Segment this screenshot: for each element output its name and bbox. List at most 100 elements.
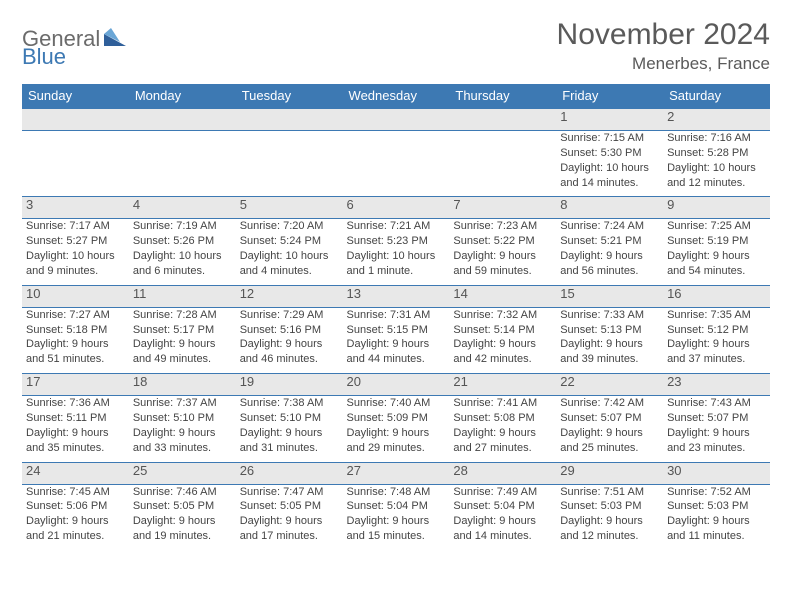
day-number-cell: 22 [556, 374, 663, 396]
daylight-text-2: and 51 minutes. [26, 352, 125, 367]
day-number-cell [129, 108, 236, 131]
day-number-cell: 15 [556, 285, 663, 307]
daylight-text-1: Daylight: 9 hours [667, 337, 766, 352]
daylight-text-2: and 11 minutes. [667, 529, 766, 544]
daylight-text-2: and 54 minutes. [667, 264, 766, 279]
sunrise-text: Sunrise: 7:28 AM [133, 308, 232, 323]
daylight-text-1: Daylight: 9 hours [347, 426, 446, 441]
calendar-head: Sunday Monday Tuesday Wednesday Thursday… [22, 84, 770, 108]
sunrise-text: Sunrise: 7:19 AM [133, 219, 232, 234]
week-daynum-row: 3456789 [22, 197, 770, 219]
day-number-cell [22, 108, 129, 131]
day-content-cell: Sunrise: 7:51 AMSunset: 5:03 PMDaylight:… [556, 484, 663, 550]
day-content-cell [449, 131, 556, 197]
day-content-cell [236, 131, 343, 197]
day-content-cell: Sunrise: 7:21 AMSunset: 5:23 PMDaylight:… [343, 219, 450, 285]
daylight-text-2: and 17 minutes. [240, 529, 339, 544]
sunrise-text: Sunrise: 7:20 AM [240, 219, 339, 234]
day-content-cell: Sunrise: 7:37 AMSunset: 5:10 PMDaylight:… [129, 396, 236, 462]
day-content-cell: Sunrise: 7:49 AMSunset: 5:04 PMDaylight:… [449, 484, 556, 550]
sunset-text: Sunset: 5:14 PM [453, 323, 552, 338]
day-content-cell: Sunrise: 7:48 AMSunset: 5:04 PMDaylight:… [343, 484, 450, 550]
daylight-text-1: Daylight: 9 hours [26, 514, 125, 529]
day-content-cell: Sunrise: 7:47 AMSunset: 5:05 PMDaylight:… [236, 484, 343, 550]
sunrise-text: Sunrise: 7:40 AM [347, 396, 446, 411]
day-content-cell: Sunrise: 7:40 AMSunset: 5:09 PMDaylight:… [343, 396, 450, 462]
location-label: Menerbes, France [557, 54, 770, 74]
daylight-text-2: and 21 minutes. [26, 529, 125, 544]
daylight-text-1: Daylight: 10 hours [26, 249, 125, 264]
day-number-cell: 8 [556, 197, 663, 219]
daylight-text-2: and 12 minutes. [667, 176, 766, 191]
day-content-cell: Sunrise: 7:20 AMSunset: 5:24 PMDaylight:… [236, 219, 343, 285]
day-number-cell: 16 [663, 285, 770, 307]
dayname-wed: Wednesday [343, 84, 450, 108]
daylight-text-1: Daylight: 9 hours [133, 514, 232, 529]
month-title: November 2024 [557, 18, 770, 52]
sunrise-text: Sunrise: 7:43 AM [667, 396, 766, 411]
daylight-text-1: Daylight: 10 hours [667, 161, 766, 176]
day-number-cell: 5 [236, 197, 343, 219]
day-number-cell: 27 [343, 462, 450, 484]
day-number-cell: 4 [129, 197, 236, 219]
day-number-cell: 28 [449, 462, 556, 484]
daylight-text-2: and 29 minutes. [347, 441, 446, 456]
sunrise-text: Sunrise: 7:17 AM [26, 219, 125, 234]
page-header: General November 2024 Menerbes, France [22, 18, 770, 74]
sunrise-text: Sunrise: 7:27 AM [26, 308, 125, 323]
sunrise-text: Sunrise: 7:16 AM [667, 131, 766, 146]
sunset-text: Sunset: 5:04 PM [347, 499, 446, 514]
sunset-text: Sunset: 5:24 PM [240, 234, 339, 249]
daylight-text-1: Daylight: 9 hours [667, 426, 766, 441]
week-daynum-row: 17181920212223 [22, 374, 770, 396]
sunrise-text: Sunrise: 7:21 AM [347, 219, 446, 234]
week-daynum-row: 12 [22, 108, 770, 131]
dayname-sun: Sunday [22, 84, 129, 108]
sunset-text: Sunset: 5:28 PM [667, 146, 766, 161]
daylight-text-1: Daylight: 9 hours [240, 514, 339, 529]
day-content-cell: Sunrise: 7:46 AMSunset: 5:05 PMDaylight:… [129, 484, 236, 550]
daylight-text-2: and 14 minutes. [453, 529, 552, 544]
day-number-cell: 24 [22, 462, 129, 484]
daylight-text-1: Daylight: 10 hours [240, 249, 339, 264]
day-number-cell: 21 [449, 374, 556, 396]
sunset-text: Sunset: 5:22 PM [453, 234, 552, 249]
daylight-text-1: Daylight: 9 hours [240, 337, 339, 352]
brand-mark-icon [104, 28, 126, 51]
day-number-cell [449, 108, 556, 131]
sunset-text: Sunset: 5:17 PM [133, 323, 232, 338]
day-names-row: Sunday Monday Tuesday Wednesday Thursday… [22, 84, 770, 108]
daylight-text-1: Daylight: 9 hours [453, 249, 552, 264]
daylight-text-2: and 9 minutes. [26, 264, 125, 279]
sunset-text: Sunset: 5:16 PM [240, 323, 339, 338]
sunset-text: Sunset: 5:18 PM [26, 323, 125, 338]
daylight-text-2: and 59 minutes. [453, 264, 552, 279]
daylight-text-1: Daylight: 10 hours [560, 161, 659, 176]
day-content-cell: Sunrise: 7:24 AMSunset: 5:21 PMDaylight:… [556, 219, 663, 285]
dayname-thu: Thursday [449, 84, 556, 108]
day-content-cell: Sunrise: 7:28 AMSunset: 5:17 PMDaylight:… [129, 307, 236, 373]
sunset-text: Sunset: 5:04 PM [453, 499, 552, 514]
sunset-text: Sunset: 5:07 PM [667, 411, 766, 426]
daylight-text-1: Daylight: 9 hours [560, 514, 659, 529]
daylight-text-2: and 49 minutes. [133, 352, 232, 367]
daylight-text-1: Daylight: 9 hours [560, 337, 659, 352]
daylight-text-1: Daylight: 9 hours [453, 337, 552, 352]
sunset-text: Sunset: 5:26 PM [133, 234, 232, 249]
daylight-text-1: Daylight: 9 hours [26, 337, 125, 352]
day-content-cell: Sunrise: 7:36 AMSunset: 5:11 PMDaylight:… [22, 396, 129, 462]
day-content-cell: Sunrise: 7:15 AMSunset: 5:30 PMDaylight:… [556, 131, 663, 197]
sunset-text: Sunset: 5:10 PM [240, 411, 339, 426]
day-number-cell: 6 [343, 197, 450, 219]
sunrise-text: Sunrise: 7:41 AM [453, 396, 552, 411]
sunrise-text: Sunrise: 7:35 AM [667, 308, 766, 323]
sunset-text: Sunset: 5:05 PM [240, 499, 339, 514]
daylight-text-1: Daylight: 9 hours [453, 514, 552, 529]
sunrise-text: Sunrise: 7:23 AM [453, 219, 552, 234]
sunrise-text: Sunrise: 7:45 AM [26, 485, 125, 500]
week-content-row: Sunrise: 7:15 AMSunset: 5:30 PMDaylight:… [22, 131, 770, 197]
sunrise-text: Sunrise: 7:32 AM [453, 308, 552, 323]
sunrise-text: Sunrise: 7:46 AM [133, 485, 232, 500]
sunset-text: Sunset: 5:09 PM [347, 411, 446, 426]
daylight-text-2: and 15 minutes. [347, 529, 446, 544]
